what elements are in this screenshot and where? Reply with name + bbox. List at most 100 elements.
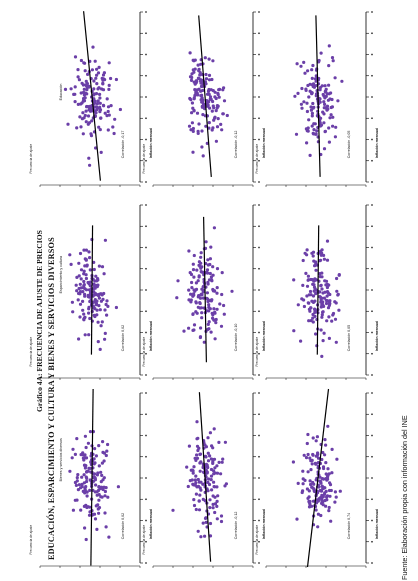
data-point <box>88 430 93 434</box>
data-point <box>306 432 310 437</box>
tick-label <box>258 477 260 479</box>
data-point <box>92 260 96 264</box>
data-point <box>105 114 109 118</box>
data-point <box>313 489 317 494</box>
data-point <box>190 478 194 482</box>
data-point <box>197 260 201 264</box>
data-point <box>211 502 215 506</box>
data-point <box>85 263 89 267</box>
tick-label <box>258 289 260 291</box>
data-point <box>308 309 312 313</box>
data-point <box>98 308 102 312</box>
data-point <box>206 258 210 262</box>
data-point <box>100 320 104 324</box>
data-point <box>77 261 81 265</box>
data-point <box>83 287 87 291</box>
data-point <box>93 461 97 465</box>
correlation-label: Correlación 0,74 <box>347 513 351 539</box>
data-point <box>92 79 96 83</box>
data-point <box>325 294 329 298</box>
data-point <box>98 110 102 114</box>
data-point <box>320 315 324 319</box>
data-point <box>83 434 87 438</box>
data-point <box>103 511 107 515</box>
data-point <box>80 482 84 486</box>
data-point <box>86 281 90 285</box>
data-point <box>337 308 341 312</box>
data-point <box>220 128 224 132</box>
data-point <box>195 268 199 272</box>
data-point <box>77 483 81 487</box>
trend-line <box>203 216 207 363</box>
data-point <box>321 291 325 295</box>
data-point <box>209 467 214 472</box>
data-point <box>198 493 202 497</box>
data-point <box>337 273 341 277</box>
data-point <box>197 275 201 279</box>
data-point <box>306 126 310 130</box>
data-point <box>88 284 92 288</box>
data-point <box>84 537 88 542</box>
data-point <box>210 109 214 113</box>
data-point <box>92 97 96 101</box>
data-point <box>319 298 323 302</box>
data-point <box>209 88 213 92</box>
x-axis-label: Inflación mensual <box>375 321 379 351</box>
data-point <box>219 472 223 476</box>
data-point <box>102 459 106 463</box>
data-point <box>98 128 102 132</box>
data-point <box>333 135 337 139</box>
data-point <box>187 288 191 292</box>
tick-label <box>258 392 260 394</box>
data-point <box>302 304 306 309</box>
data-point <box>99 485 104 489</box>
tick-label <box>371 181 373 183</box>
data-point <box>327 126 331 130</box>
data-point <box>295 517 299 521</box>
data-point <box>205 92 210 96</box>
data-point <box>83 69 87 73</box>
data-point <box>189 98 193 102</box>
data-point <box>295 62 299 66</box>
data-point <box>202 340 206 344</box>
data-point <box>319 513 323 518</box>
panel-title: Bienes y servicios diversos <box>59 438 63 481</box>
data-point <box>193 478 197 482</box>
data-point <box>191 129 195 133</box>
data-point <box>330 56 335 60</box>
data-point <box>317 58 321 63</box>
data-point <box>333 490 337 494</box>
data-point <box>105 97 109 101</box>
data-point <box>199 480 203 484</box>
data-point <box>311 63 315 68</box>
data-point <box>107 535 111 539</box>
data-point <box>209 275 213 279</box>
tick-label <box>145 74 147 77</box>
data-point <box>87 311 91 315</box>
y-axis-label: Frecuencia de ajuste <box>255 144 259 174</box>
data-point <box>212 318 216 322</box>
data-point <box>95 299 99 303</box>
tick-label <box>258 11 260 13</box>
data-point <box>221 457 225 461</box>
tick-label <box>145 96 147 98</box>
data-point <box>335 276 339 281</box>
tick-label <box>371 413 373 416</box>
panel-title: Educación <box>59 84 63 101</box>
data-point <box>322 253 326 257</box>
data-point <box>81 299 85 303</box>
data-point <box>81 308 85 312</box>
data-point <box>116 485 120 489</box>
data-point <box>313 277 317 281</box>
data-point <box>79 268 84 272</box>
data-point <box>68 469 72 473</box>
data-point <box>189 78 194 82</box>
data-point <box>97 498 101 502</box>
data-point <box>299 339 303 343</box>
data-point <box>99 150 103 154</box>
data-point <box>94 274 98 278</box>
data-point <box>87 307 91 311</box>
data-point <box>318 121 322 125</box>
data-point <box>207 89 211 93</box>
data-point <box>83 333 87 337</box>
